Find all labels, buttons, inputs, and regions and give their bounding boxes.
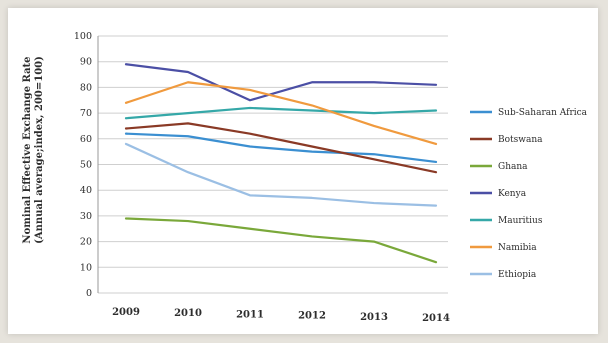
legend-label: Ethiopia [498, 270, 537, 280]
y-tick-labels: 0 10 20 30 40 50 60 70 80 90 100 [74, 31, 92, 299]
x-tick-label: 2014 [422, 313, 450, 324]
chart-page: Nominal Effective Exchange Rate (Annual … [8, 8, 598, 334]
x-tick-label: 2012 [298, 311, 326, 322]
y-tick-label: 20 [80, 237, 92, 248]
y-tick-label: 70 [80, 108, 92, 119]
x-tick-label: 2009 [112, 307, 140, 318]
y-tick-label: 10 [80, 262, 92, 273]
series-line-botswana [124, 122, 438, 174]
series-line-sub-saharan-africa [124, 132, 438, 164]
legend: Sub-Saharan Africa Botswana Ghana Kenya Maur… [470, 108, 588, 280]
legend-label: Sub-Saharan Africa [498, 108, 588, 118]
y-tick-label: 60 [80, 134, 92, 145]
x-tick-labels: 2009 2010 2011 2012 2013 2014 [112, 307, 450, 324]
y-tick-label: 80 [80, 82, 92, 93]
legend-label: Mauritius [498, 216, 543, 226]
y-tick-label: 90 [80, 57, 92, 68]
legend-label: Ghana [498, 162, 528, 172]
legend-label: Kenya [498, 189, 527, 199]
y-tick-label: 30 [80, 211, 92, 222]
series-line-ghana [124, 217, 438, 264]
series-line-ethiopia [124, 142, 438, 207]
x-tick-label: 2011 [236, 309, 264, 320]
y-tick-label: 100 [74, 31, 92, 42]
gridlines [97, 35, 448, 294]
x-tick-label: 2010 [174, 308, 202, 319]
series-line-kenya [124, 63, 438, 102]
legend-label: Botswana [498, 135, 543, 145]
series-line-mauritius [124, 106, 438, 120]
x-tick-label: 2013 [360, 312, 388, 323]
y-tick-label: 40 [80, 185, 92, 196]
y-tick-label: 50 [80, 160, 92, 171]
series-line-namibia [124, 81, 438, 146]
series-lines [124, 63, 438, 264]
legend-label: Namibia [498, 243, 537, 253]
y-tick-label: 0 [86, 288, 92, 299]
